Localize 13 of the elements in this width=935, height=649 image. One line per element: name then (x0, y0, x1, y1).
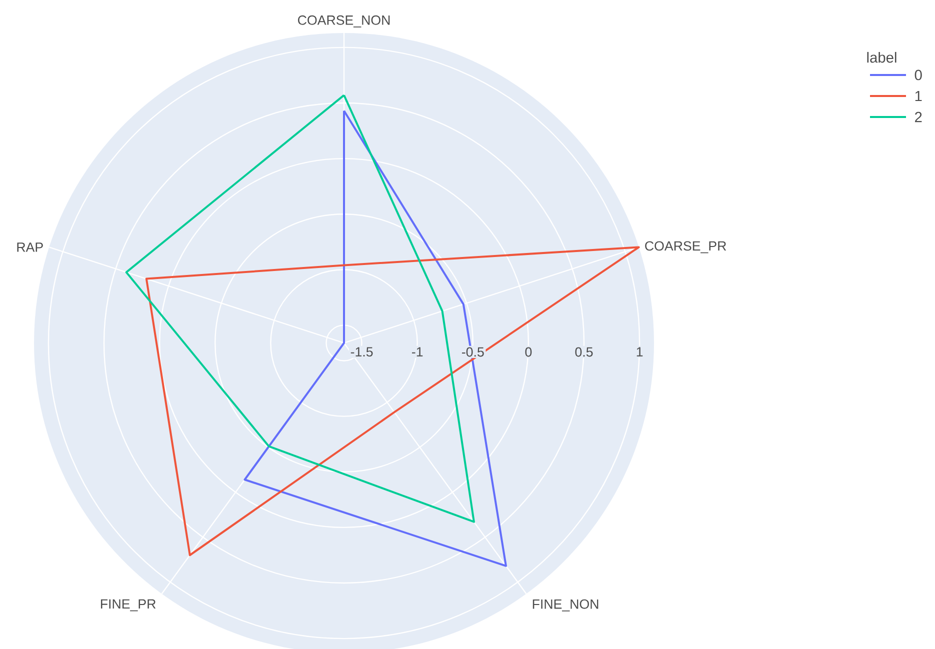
legend-label: 1 (915, 90, 922, 102)
y-tick-label: 0.5 (575, 347, 593, 357)
spoke-label: FINE_PR (100, 599, 156, 612)
spoke-label: FINE_NON (532, 599, 598, 612)
y-tick-label: -1.5 (350, 347, 373, 357)
y-tick-label: -1 (412, 347, 423, 356)
spoke-label: COARSE_PR (645, 241, 726, 254)
legend-label: 2 (915, 112, 922, 122)
legend-title: label (867, 52, 896, 63)
spoke-label: RAP (17, 242, 43, 252)
y-tick-label: -0.5 (462, 347, 484, 357)
legend-label: 0 (914, 70, 922, 80)
spoke-label: COARSE_NON (298, 15, 390, 28)
